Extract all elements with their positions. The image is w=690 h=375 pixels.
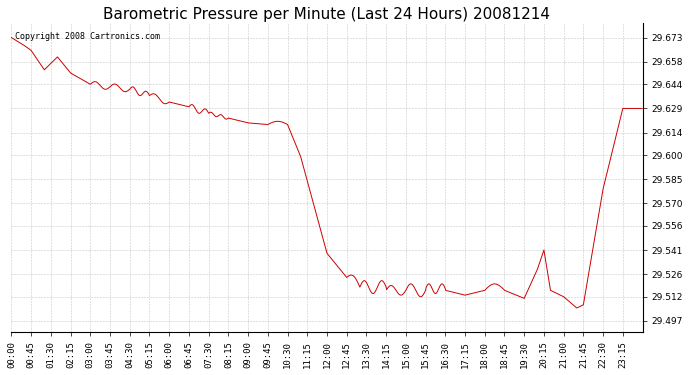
Title: Barometric Pressure per Minute (Last 24 Hours) 20081214: Barometric Pressure per Minute (Last 24 … <box>104 7 551 22</box>
Text: Copyright 2008 Cartronics.com: Copyright 2008 Cartronics.com <box>14 32 159 41</box>
